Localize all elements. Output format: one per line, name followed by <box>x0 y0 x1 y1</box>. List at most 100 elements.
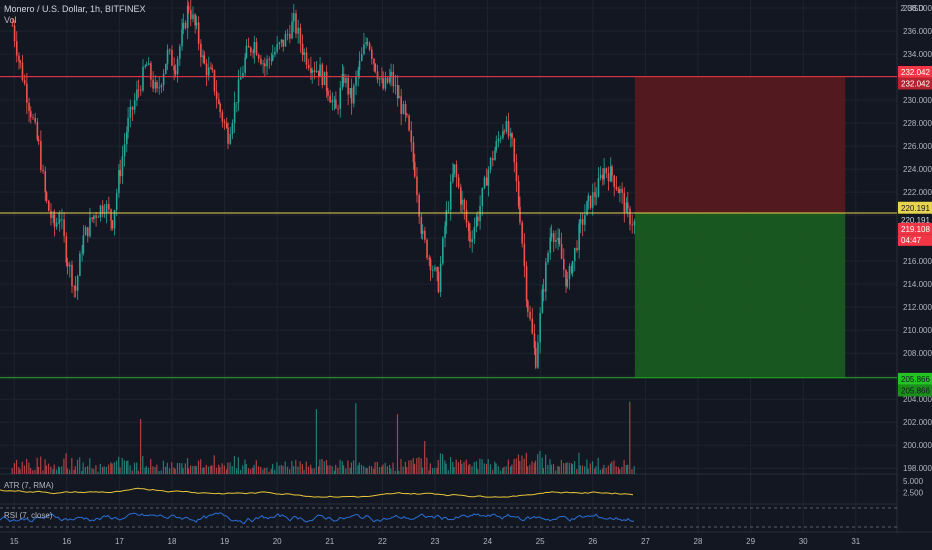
volume-bar <box>121 457 123 474</box>
volume-bar <box>303 470 305 474</box>
candle-body <box>223 121 226 124</box>
volume-bar <box>541 457 543 474</box>
volume-bar <box>315 409 317 474</box>
date-tick-label: 22 <box>378 537 387 546</box>
volume-bar <box>171 462 173 474</box>
candle-body <box>327 90 329 96</box>
volume-bar <box>621 466 623 474</box>
candle-body <box>485 177 488 186</box>
volume-bar <box>376 461 378 474</box>
volume-bar <box>366 468 368 474</box>
candle-body <box>349 88 352 95</box>
candle-body <box>84 227 87 236</box>
date-tick-label: 25 <box>536 537 545 546</box>
volume-bar <box>319 459 321 474</box>
candle-body <box>66 262 69 267</box>
price-tick-label: 214.000 <box>903 280 932 289</box>
price-tick-label: 222.000 <box>903 188 932 197</box>
volume-bar <box>242 465 244 474</box>
date-tick-label: 31 <box>851 537 860 546</box>
candle-body <box>233 102 236 123</box>
candle-body <box>113 210 116 229</box>
volume-bar <box>333 470 335 474</box>
volume-bar <box>477 468 479 474</box>
candle-body <box>126 132 128 145</box>
candle-body <box>421 230 424 234</box>
volume-bar <box>321 458 323 474</box>
volume-bar <box>131 470 133 474</box>
candle-body <box>453 164 456 174</box>
volume-bar <box>513 458 515 474</box>
volume-bar <box>136 462 138 474</box>
candle-body <box>292 13 295 22</box>
volume-bar <box>237 457 239 474</box>
volume-bar <box>485 463 488 474</box>
candle-body <box>576 247 578 251</box>
candle-body <box>319 64 321 78</box>
volume-bar <box>140 418 142 474</box>
candle-body <box>549 237 552 253</box>
volume-bar <box>389 464 391 474</box>
volume-bar <box>503 466 505 474</box>
candle-body <box>452 173 454 182</box>
candle-body <box>550 233 553 238</box>
candle-body <box>445 210 448 227</box>
volume-bar <box>110 462 112 474</box>
candle-body <box>584 215 586 225</box>
candle-body <box>213 69 216 92</box>
candle-body <box>118 170 120 194</box>
volume-bar <box>531 461 533 474</box>
candle-body <box>434 267 436 271</box>
volume-bar <box>586 459 588 474</box>
candle-body <box>389 76 391 83</box>
candle-body <box>271 54 274 61</box>
candle-body <box>18 55 20 61</box>
volume-bar <box>37 466 40 474</box>
volume-bar <box>350 462 353 474</box>
date-tick-label: 27 <box>641 537 650 546</box>
candle-body <box>381 78 383 80</box>
candle-body <box>211 68 214 70</box>
volume-bar <box>317 466 320 474</box>
volume-bar <box>58 466 60 474</box>
volume-bar <box>539 451 541 474</box>
volume-bar <box>21 461 23 474</box>
take-profit-a-tag-text: 205.866 <box>901 375 930 384</box>
volume-bar <box>218 464 220 474</box>
volume-bar <box>626 464 629 474</box>
volume-bar <box>174 468 176 474</box>
volume-bar <box>184 463 186 474</box>
volume-bar <box>76 459 79 474</box>
volume-bar <box>239 469 242 474</box>
candle-body <box>29 111 32 118</box>
candle-body <box>502 131 504 139</box>
volume-bar <box>412 458 414 474</box>
candle-body <box>602 174 604 180</box>
candle-body <box>617 189 620 194</box>
volume-bar <box>221 463 223 474</box>
reward-zone <box>634 212 846 378</box>
candle-body <box>447 209 450 211</box>
volume-bar <box>434 467 436 474</box>
volume-bar <box>44 459 46 474</box>
candle-body <box>227 127 229 144</box>
volume-bar <box>245 463 247 474</box>
last-price-tag <box>898 222 932 235</box>
candle-body <box>13 25 16 42</box>
volume-bar <box>271 463 274 474</box>
volume-bar <box>79 457 81 474</box>
candle-body <box>257 54 260 59</box>
candle-body <box>186 5 189 29</box>
candle-body <box>479 206 481 222</box>
volume-bar <box>165 466 167 474</box>
volume-bar <box>203 467 205 474</box>
candle-body <box>337 108 339 110</box>
candle-body <box>368 43 371 50</box>
volume-bar <box>406 466 408 474</box>
candle-body <box>194 14 196 26</box>
candle-body <box>357 70 360 78</box>
candle-body <box>365 42 367 45</box>
candle-body <box>286 33 289 35</box>
volume-bar <box>467 465 470 474</box>
